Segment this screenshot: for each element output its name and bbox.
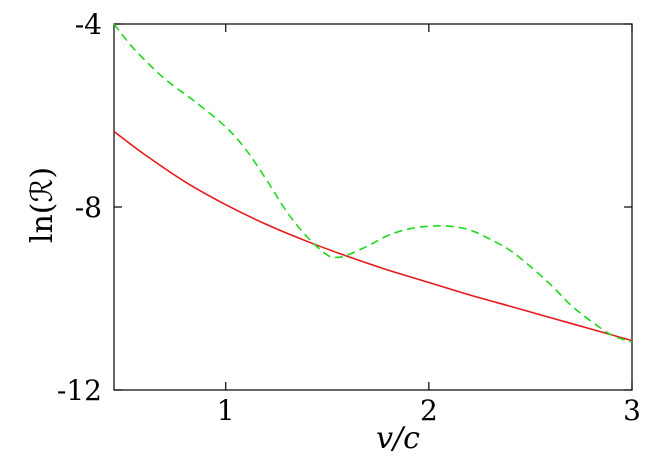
x-axis-label: v/c	[376, 421, 420, 456]
x-tick-label-2: 3	[623, 394, 641, 427]
series-line-1-dashed	[113, 23, 633, 343]
axis-ticks	[114, 23, 633, 391]
series-line-0-solid	[113, 130, 633, 342]
plot-frame	[113, 23, 633, 391]
x-tick-label-0: 1	[217, 394, 235, 427]
y-axis-label: ln(ℛ)	[25, 167, 60, 243]
x-tick-label-1: 2	[420, 394, 438, 427]
y-tick-label-2: -12	[57, 374, 102, 407]
series-layer	[113, 23, 633, 343]
y-tick-label-0: -4	[75, 8, 102, 41]
tick-labels: 1 2 3 -4 -8 -12	[57, 8, 641, 427]
y-tick-label-1: -8	[75, 191, 102, 224]
plot-border	[113, 23, 633, 391]
